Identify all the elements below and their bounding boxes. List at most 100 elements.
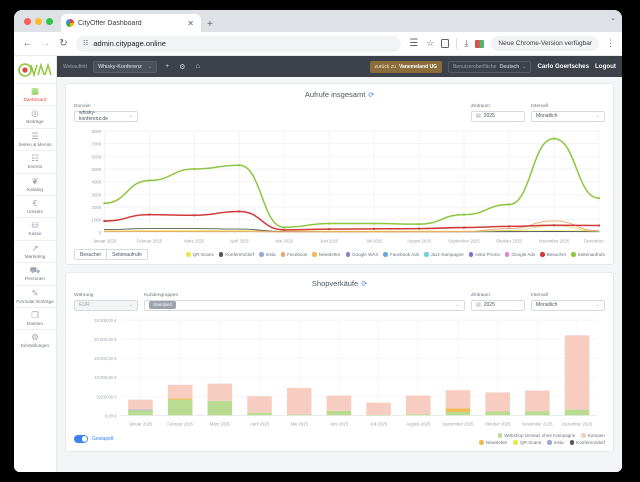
sidebar-item-katalog[interactable]: ❦ Katalog: [14, 172, 57, 195]
legend-item[interactable]: Jazz-Kampagne: [424, 252, 464, 257]
panel1-legend-row: Besucher Seitenaufrufe QR-Scans Konferenz…: [66, 246, 613, 261]
language-selector[interactable]: Benutzeroberfläche Deutsch ⌄: [448, 60, 532, 73]
legend-item[interactable]: Seitenaufrufe: [571, 252, 605, 257]
maximize-window-button[interactable]: [46, 17, 53, 25]
chrome-update-button[interactable]: Neue Chrome-Version verfügbar: [491, 36, 599, 51]
svg-text:Juli 2025: Juli 2025: [370, 421, 388, 426]
close-tab-icon[interactable]: ✕: [187, 18, 194, 28]
sidebar-item-kasse[interactable]: ⛁ Kasse: [14, 217, 57, 239]
url-text: admin.citypage.online: [93, 39, 166, 48]
svg-text:5.000,00 €: 5.000,00 €: [96, 394, 117, 399]
legend-item[interactable]: Google Ads: [504, 252, 536, 258]
waehrung-control: Währung EUR ⌄: [74, 293, 138, 311]
legend-color-dot: [468, 252, 474, 257]
legend-item[interactable]: Insta: [259, 252, 276, 257]
waehrung-label: Währung: [74, 293, 94, 299]
besucher-button[interactable]: Besucher: [74, 249, 108, 261]
logout-button[interactable]: Logout: [595, 63, 616, 70]
legend-color-dot: [218, 252, 224, 257]
gestapelt-toggle[interactable]: [74, 435, 88, 443]
window-controls[interactable]: [22, 10, 61, 32]
legend-item[interactable]: Facebook: [280, 252, 307, 257]
sidebar-item-dashboard[interactable]: ▦ Dashboard: [14, 83, 57, 105]
sidebar-item-umsatz[interactable]: € Umsatz: [14, 195, 57, 217]
svg-text:August 2025: August 2025: [406, 421, 431, 426]
bar-chart[interactable]: 0,00 € 5.000,00 € 10.000,00 € 15.000,00 € 20…: [74, 316, 605, 429]
legend-item[interactable]: Newsletter: [479, 440, 507, 445]
forward-icon[interactable]: →: [40, 38, 51, 49]
add-site-icon[interactable]: +: [165, 63, 170, 70]
calendar-icon: ▤: [476, 113, 481, 119]
extension-icon[interactable]: [475, 39, 485, 48]
kundengruppen-chip[interactable]: Standard: [149, 301, 176, 310]
seitenaufrufe-button[interactable]: Seitenaufrufe: [107, 249, 148, 261]
bookmark-star-icon[interactable]: ☆: [426, 38, 435, 48]
refresh-icon[interactable]: ⟳: [361, 280, 368, 288]
user-name[interactable]: Carlo Goertsches: [537, 63, 590, 70]
legend-item[interactable]: Konferenzdorf: [569, 440, 605, 445]
language-label: Benutzeroberfläche: [453, 63, 497, 70]
sidebar-item-seiten-menues[interactable]: ☰ Seiten & Menüs: [14, 127, 57, 150]
domain-select[interactable]: whisky-konferenz.de ⌄: [74, 110, 138, 122]
home-icon[interactable]: ⌂: [195, 63, 200, 70]
chevron-down-icon[interactable]: ⌄: [610, 15, 616, 22]
sidebar-item-events[interactable]: ☷ Events: [14, 150, 57, 172]
svg-text:Juli 2025: Juli 2025: [366, 238, 384, 243]
legend-label: QR-Scans: [519, 440, 542, 446]
app-logo[interactable]: [18, 59, 52, 81]
sidebar-item-formular-eintraege[interactable]: ✎ Formular Einträge: [14, 284, 57, 307]
svg-text:7000: 7000: [92, 141, 102, 146]
intervall-label: Intervall: [531, 104, 548, 109]
zeitraum-input[interactable]: ▤ 2025: [471, 110, 525, 122]
legend-item[interactable]: Insta: [547, 440, 564, 445]
panel-aufrufe: Aufrufe insgesamt ⟳ Domain whisky-konfer…: [65, 83, 614, 266]
intervall-select[interactable]: Monatlich ⌄: [531, 299, 605, 311]
translate-icon[interactable]: ☰: [409, 38, 419, 49]
domain-control: Domain whisky-konferenz.de ⌄: [74, 104, 138, 122]
legend-item[interactable]: QR-Scans: [186, 252, 214, 257]
legend-item[interactable]: Facebook Ads: [383, 252, 419, 257]
back-pill-value: Vanemeland UG: [399, 63, 438, 70]
address-bar[interactable]: ☷ admin.citypage.online: [76, 35, 402, 52]
site-selector[interactable]: Whisky-Konferenz ⌄: [93, 60, 158, 73]
site-info-icon[interactable]: ☷: [83, 41, 89, 47]
refresh-icon[interactable]: ⟳: [368, 91, 375, 99]
legend-item[interactable]: Insta Promo: [468, 252, 500, 257]
close-window-button[interactable]: [24, 17, 31, 25]
bar-chart-container: 0,00 € 5.000,00 € 10.000,00 € 15.000,00 € 20…: [66, 316, 613, 429]
back-to-account-button[interactable]: zurück zu Vanemeland UG: [369, 60, 443, 73]
legend-item[interactable]: Kampen: [581, 433, 605, 438]
legend-item[interactable]: Google WAX: [345, 252, 378, 257]
legend-item[interactable]: Newsletter: [312, 252, 341, 257]
legend-item[interactable]: QR-Scans: [513, 440, 541, 445]
split-view-icon[interactable]: [441, 39, 450, 48]
legend-color-dot: [383, 252, 388, 257]
line-chart[interactable]: 0 1000 2000 3000 4000 5000 6000 7000 8000 Januar…: [74, 127, 605, 247]
zeitraum-input[interactable]: ▤ 2025: [471, 299, 525, 311]
legend-item[interactable]: Webshop Umsatz ohne Kampagne: [497, 433, 575, 438]
sidebar-item-dateien[interactable]: ❐ Dateien: [14, 307, 57, 329]
download-icon[interactable]: ⤓: [464, 38, 469, 48]
legend-item[interactable]: Besucher: [540, 252, 566, 257]
svg-text:Oktober 2025: Oktober 2025: [485, 421, 511, 426]
sidebar-item-einstellungen[interactable]: ⚙ Einstellungen: [14, 329, 57, 351]
kundengruppen-select[interactable]: Standard ⌄: [144, 299, 465, 311]
svg-text:Januar 2025: Januar 2025: [93, 238, 117, 243]
intervall-control: Intervall Monatlich ⌄: [531, 293, 605, 311]
legend-label: Google Ads: [511, 252, 536, 258]
legend-item[interactable]: Konferenzdorf: [218, 252, 254, 257]
waehrung-select[interactable]: EUR ⌄: [74, 299, 138, 311]
svg-text:3000: 3000: [92, 192, 102, 197]
sidebar-item-marketing[interactable]: ↗ Marketing: [14, 239, 57, 262]
minimize-window-button[interactable]: [35, 17, 42, 25]
sidebar-item-beitraege[interactable]: ◎ Beiträge: [14, 105, 57, 127]
back-icon[interactable]: ←: [22, 38, 33, 49]
intervall-select[interactable]: Monatlich ⌄: [531, 110, 605, 122]
new-tab-button[interactable]: +: [207, 19, 213, 30]
browser-tab[interactable]: CityOffer Dashboard ✕: [61, 14, 201, 32]
sidebar-item-personen[interactable]: ⛟ Personen: [14, 262, 57, 284]
svg-text:1000: 1000: [92, 217, 102, 222]
reload-icon[interactable]: ↻: [59, 38, 68, 49]
gear-icon[interactable]: ⚙: [179, 63, 186, 71]
browser-menu-icon[interactable]: ⋮: [606, 38, 615, 48]
